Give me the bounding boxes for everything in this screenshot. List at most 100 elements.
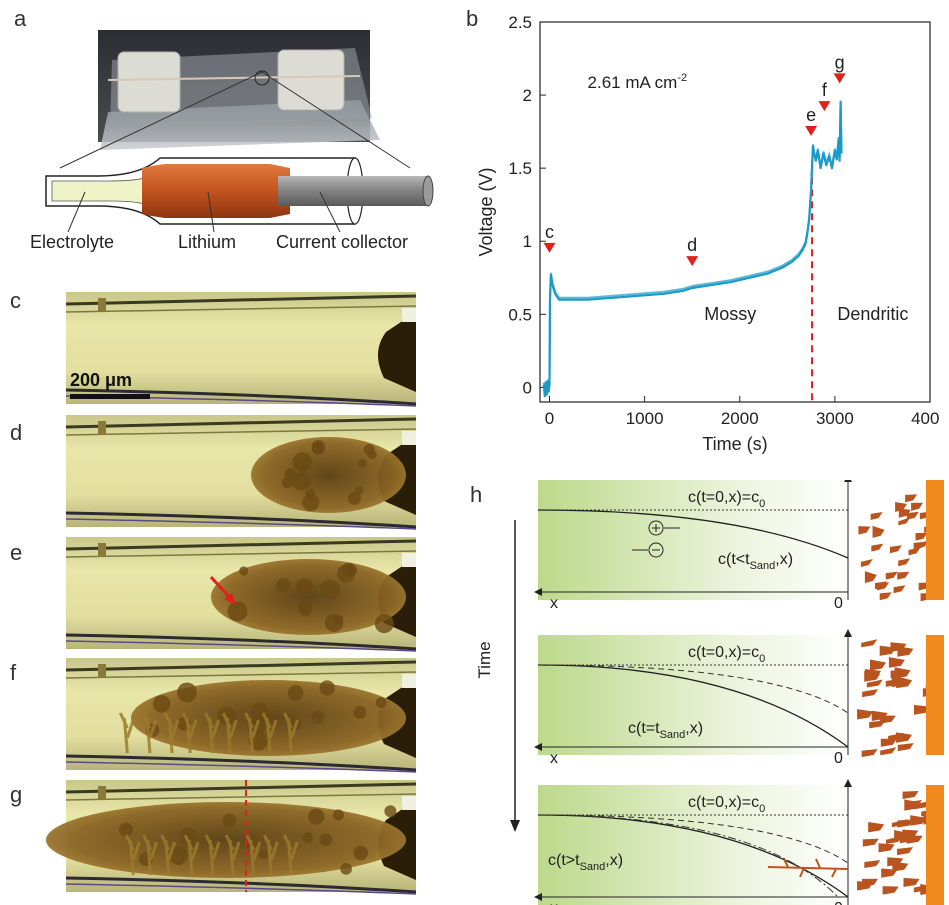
moss-cluster [320, 580, 340, 600]
y-tick-label: 1.5 [508, 159, 532, 178]
moss-cluster [302, 832, 313, 843]
x-label: x [550, 595, 558, 612]
y-tick-label: 0 [523, 378, 532, 397]
panel-a [0, 0, 460, 270]
capillary-debris [98, 786, 106, 800]
current-collector [926, 480, 944, 600]
concentration-profile-2: c(t=0,x)=c0 x 0 c(t=tSand,x) [534, 629, 944, 767]
micrograph-g [46, 780, 416, 894]
annotation-superscript: -2 [677, 72, 687, 84]
y-axis-label: Voltage (V) [476, 167, 496, 256]
mossy-lithium-deposit [251, 437, 406, 513]
marker-g [834, 73, 846, 83]
y-tick-label: 0.5 [508, 305, 532, 324]
x-label: x [550, 750, 558, 767]
micrograph-d [66, 415, 416, 529]
marker-label-f: f [822, 80, 828, 100]
marker-label-g: g [835, 52, 845, 72]
curve-label-end: ,x) [605, 852, 623, 869]
moss-cluster [276, 578, 290, 592]
moss-cluster [259, 849, 269, 859]
y-tick-label: 1 [523, 232, 532, 251]
label-current-collector: Current collector [276, 232, 408, 253]
capillary-schematic [46, 158, 433, 232]
label-lithium: Lithium [178, 232, 236, 253]
moss-cluster [296, 578, 313, 595]
scale-bar-label: 200 μm [70, 370, 132, 391]
initial-concentration-subscript: 0 [759, 653, 765, 665]
moss-cluster [308, 808, 324, 824]
marker-e [805, 126, 817, 136]
electrode-glint [402, 796, 416, 810]
region-label-mossy: Mossy [704, 304, 756, 324]
zero-label: 0 [834, 750, 843, 767]
moss-cluster [312, 440, 326, 454]
concentration-profile-1: c(t=0,x)=c0x 0c(t<tSand,x) [534, 480, 944, 612]
moss-cluster [364, 444, 375, 455]
moss-cluster [334, 615, 344, 625]
voltage-chart: 0 1000 2000 3000 4000 0 0.5 1 1.5 2 2.5 Time (s) Vol… [470, 10, 940, 470]
x-tick-label: 0 [545, 409, 554, 428]
moss-cluster [384, 805, 396, 817]
x-tick-label: 1000 [626, 409, 664, 428]
zero-label: 0 [834, 900, 843, 905]
curve-label-subscript: Sand [580, 861, 606, 873]
x-tick-label: 3000 [816, 409, 854, 428]
mossy-lithium-deposit [46, 802, 406, 878]
curve-label-end: ,x) [685, 720, 703, 737]
moss-cluster [288, 685, 304, 701]
capillary-debris [98, 664, 106, 678]
moss-cluster [292, 472, 311, 491]
electrode-glint [402, 431, 416, 445]
current-density-annotation: 2.61 mA cm-2 [588, 72, 688, 92]
concentration-arrowhead [844, 629, 852, 637]
curve-label-subscript: Sand [750, 560, 776, 572]
moss-cluster [282, 477, 293, 488]
curve-label-end: ,x) [775, 551, 793, 568]
moss-cluster [292, 452, 312, 472]
initial-concentration-subscript: 0 [759, 803, 765, 815]
capillary-debris [98, 421, 106, 435]
region-label-dendritic: Dendritic [837, 304, 908, 324]
moss-cluster [228, 601, 248, 621]
scale-bar [70, 394, 150, 399]
current-collector [926, 635, 944, 755]
moss-cluster [153, 695, 171, 713]
moss-cluster [239, 566, 248, 575]
x-tick-label: 2000 [721, 409, 759, 428]
marker-label-e: e [806, 105, 816, 125]
panel-h: Timec(t=0,x)=c0x 0c(t<tSand,x)c(t=0,x)=c0… [470, 480, 949, 905]
moss-cluster [320, 680, 335, 695]
moss-cluster [375, 614, 394, 633]
marker-d [686, 256, 698, 266]
curve-label-subscript: Sand [660, 729, 686, 741]
moss-cluster [119, 823, 133, 837]
marker-label-d: d [687, 235, 697, 255]
marker-label-c: c [545, 222, 554, 242]
marker-c [544, 243, 556, 253]
concentration-arrowhead [844, 779, 852, 787]
x-tick-label: 4000 [911, 409, 940, 428]
moss-cluster [337, 565, 355, 583]
y-tick-label: 2 [523, 86, 532, 105]
micrograph-e [66, 537, 416, 651]
moss-cluster [319, 833, 332, 846]
concentration-arrowhead [844, 480, 852, 482]
moss-cluster [312, 711, 325, 724]
marker-f [818, 101, 830, 111]
electrode-glint [402, 674, 416, 688]
y-tick-label: 2.5 [508, 13, 532, 32]
moss-cluster [376, 697, 387, 708]
capillary-debris [98, 543, 106, 557]
zero-label: 0 [834, 595, 843, 612]
initial-concentration-subscript: 0 [759, 498, 765, 510]
electrode-glint [402, 553, 416, 567]
moss-cluster [355, 486, 364, 495]
electrode-glint [402, 308, 416, 322]
moss-cluster [298, 602, 312, 616]
x-axis-label: Time (s) [702, 434, 767, 454]
concentration-profile-3: c(t=0,x)=c0x0c(t>tSand,x) [534, 779, 944, 905]
moss-cluster [340, 863, 352, 875]
cell-photo [98, 30, 380, 150]
x-label: x [550, 900, 558, 905]
